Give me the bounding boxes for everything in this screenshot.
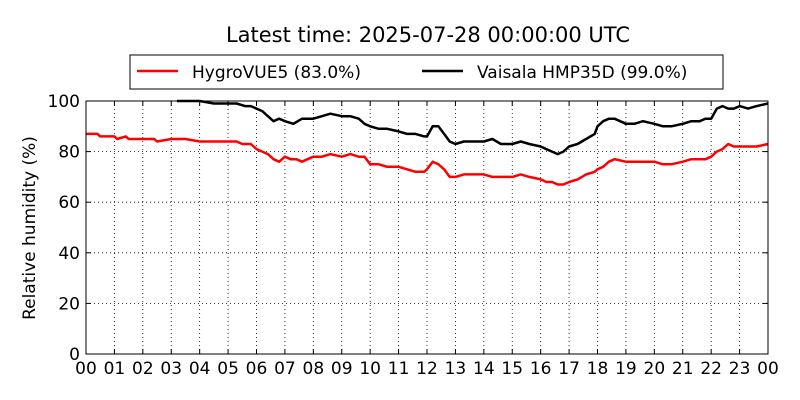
x-tick-label: 08	[303, 359, 325, 379]
x-tick-label: 00	[757, 359, 779, 379]
x-tick-label: 16	[530, 359, 552, 379]
x-tick-label: 05	[217, 359, 239, 379]
series-layer	[86, 99, 769, 186]
x-tick-label: 02	[132, 359, 154, 379]
legend-label-vaisala: Vaisala HMP35D (99.0%)	[477, 63, 687, 83]
y-tick-label: 20	[58, 294, 80, 314]
ticks: 0 20 40 60 80 100 00 01 02 03 04 05 06 07 08 09 10 11 12 13…	[48, 92, 779, 379]
series-line-hygrovue5	[86, 132, 769, 186]
x-tick-label: 07	[274, 359, 296, 379]
x-tick-label: 17	[558, 359, 580, 379]
x-tick-label: 13	[445, 359, 467, 379]
x-tick-label: 22	[700, 359, 722, 379]
chart-title: Latest time: 2025-07-28 00:00:00 UTC	[226, 23, 630, 47]
x-tick-label: 15	[501, 359, 523, 379]
x-tick-label: 01	[104, 359, 126, 379]
y-tick-label: 40	[58, 244, 80, 264]
x-tick-label: 03	[160, 359, 182, 379]
x-tick-label: 10	[359, 359, 381, 379]
legend-label-hygrovue5: HygroVUE5 (83.0%)	[192, 63, 361, 83]
y-tick-label: 100	[48, 92, 80, 112]
y-tick-label: 0	[69, 345, 80, 365]
plot-frame	[85, 100, 769, 355]
x-tick-label: 14	[473, 359, 495, 379]
x-tick-label: 06	[246, 359, 268, 379]
x-tick-label: 04	[189, 359, 211, 379]
grid	[86, 101, 768, 354]
series-line-vaisala	[176, 99, 769, 156]
x-tick-label: 00	[75, 359, 97, 379]
legend: HygroVUE5 (83.0%) Vaisala HMP35D (99.0%)	[129, 54, 724, 90]
y-tick-label: 60	[58, 193, 80, 213]
x-tick-label: 23	[729, 359, 751, 379]
x-tick-label: 19	[615, 359, 637, 379]
x-tick-label: 21	[672, 359, 694, 379]
x-tick-label: 11	[388, 359, 410, 379]
y-tick-label: 80	[58, 143, 80, 163]
x-tick-label: 09	[331, 359, 353, 379]
y-axis-label: Relative humidity (%)	[20, 136, 40, 320]
x-tick-label: 20	[644, 359, 666, 379]
x-tick-label: 12	[416, 359, 438, 379]
x-tick-label: 18	[587, 359, 609, 379]
